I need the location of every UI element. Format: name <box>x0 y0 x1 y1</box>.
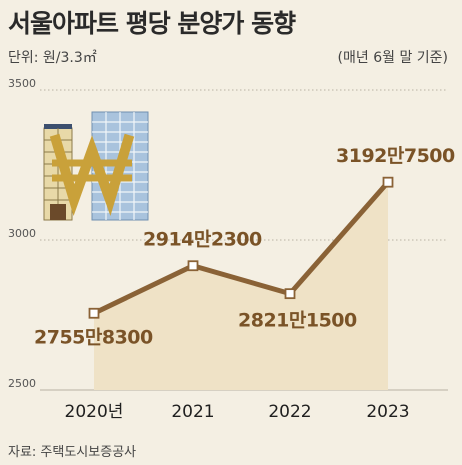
x-tick-label: 2023 <box>366 402 409 422</box>
x-tick-label: 2021 <box>171 402 214 422</box>
series-line <box>92 180 390 316</box>
won-building-icon <box>43 111 149 221</box>
y-tick-label: 2500 <box>8 377 36 390</box>
x-tick-label: 2020년 <box>65 402 124 422</box>
data-label: 2914만2300 <box>143 229 262 251</box>
data-label: 3192만7500 <box>336 145 455 167</box>
data-point <box>284 288 296 300</box>
data-labels: 2755만8300 2914만2300 2821만1500 3192만7500 <box>34 145 456 348</box>
chart-title: 서울아파트 평당 분양가 동향 <box>8 9 296 38</box>
y-tick-label: 3500 <box>8 77 36 90</box>
unit-label: 단위: 원/3.3㎡ <box>8 50 97 66</box>
data-point <box>382 176 394 188</box>
y-axis-ticks: 2500 3000 3500 <box>8 77 36 390</box>
y-tick-label: 3000 <box>8 227 36 240</box>
basis-note: (매년 6월 말 기준) <box>337 50 448 66</box>
data-point <box>187 260 199 272</box>
x-tick-label: 2022 <box>268 402 311 422</box>
data-label: 2755만8300 <box>34 326 153 348</box>
x-axis-ticks: 2020년 2021 2022 2023 <box>65 402 410 422</box>
data-points <box>88 176 394 319</box>
data-label: 2821만1500 <box>238 310 357 332</box>
source-note: 자료: 주택도시보증공사 <box>8 445 137 460</box>
data-point <box>88 307 100 319</box>
area-fill <box>94 182 388 390</box>
